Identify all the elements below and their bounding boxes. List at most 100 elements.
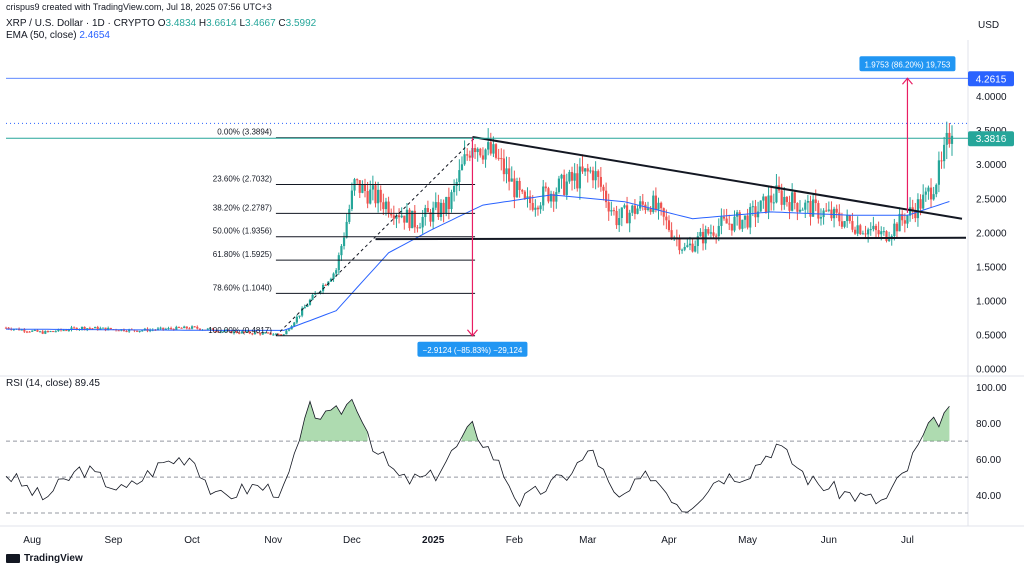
candle-body: [332, 273, 335, 279]
candle-body: [518, 180, 521, 191]
candle-body: [819, 217, 823, 219]
candle-body: [610, 210, 613, 212]
candle-body: [515, 180, 519, 198]
candle-body: [888, 239, 891, 241]
candle-body: [929, 187, 933, 200]
candle-body: [369, 189, 372, 204]
candle-body: [256, 332, 259, 334]
candle-body: [128, 329, 131, 332]
candle-body: [680, 249, 684, 251]
candle-body: [791, 192, 794, 211]
candle-body: [301, 308, 304, 316]
candle-body: [707, 229, 710, 234]
candle-body: [526, 196, 529, 199]
candle-body: [591, 170, 595, 181]
candle-body: [484, 149, 487, 160]
candle-body: [631, 205, 634, 213]
candle-body: [728, 223, 731, 225]
candle-body: [400, 215, 403, 218]
candle-body: [788, 202, 791, 211]
candle-body: [453, 186, 456, 193]
candle-body: [825, 210, 828, 212]
candle-body: [245, 331, 249, 333]
candle-body: [861, 233, 865, 235]
candle-body: [476, 148, 479, 153]
candle-body: [439, 202, 443, 218]
candle-body: [688, 243, 692, 246]
candle-body: [660, 202, 663, 209]
candle-body: [602, 186, 605, 191]
candle-body: [827, 209, 830, 211]
candle-body: [487, 142, 490, 150]
price-axis-tick: 1.5000: [976, 262, 1007, 273]
tradingview-logo[interactable]: TradingView: [6, 553, 83, 564]
candle-body: [377, 189, 380, 204]
candle-body: [639, 201, 642, 209]
candle-body: [898, 213, 901, 232]
candle-body: [817, 203, 820, 219]
candle-body: [911, 207, 914, 211]
candle-body: [434, 202, 437, 208]
candle-body: [266, 332, 270, 334]
candle-body: [411, 210, 414, 229]
candle-body: [793, 192, 796, 203]
candle-body: [379, 189, 382, 203]
candle-body: [531, 202, 534, 210]
candle-body: [670, 230, 673, 239]
time-axis-tick: Oct: [184, 535, 200, 546]
candle-body: [392, 215, 395, 219]
candle-body: [222, 331, 225, 333]
candle-body: [775, 185, 778, 203]
candle-body: [767, 195, 770, 213]
candle-body: [138, 330, 141, 332]
candle-body: [193, 326, 196, 328]
candle-body: [901, 213, 904, 221]
credit-line: crispus9 created with TradingView.com, J…: [6, 2, 272, 12]
candle-body: [387, 201, 390, 214]
candle-body: [70, 327, 73, 331]
candle-body: [243, 331, 246, 333]
candle-body: [348, 209, 351, 222]
tradingview-brand: TradingView: [24, 553, 83, 564]
candle-body: [581, 166, 584, 172]
candle-body: [809, 200, 812, 217]
candle-body: [539, 205, 542, 210]
fib-level-label: 78.60% (1.1040): [213, 283, 272, 292]
candle-body: [563, 174, 566, 195]
candle-body: [31, 330, 34, 332]
candle-body: [922, 194, 925, 209]
ema-value: 2.4654: [79, 30, 110, 41]
candle-body: [308, 299, 312, 305]
candle-body: [759, 200, 762, 212]
candle-body: [722, 216, 726, 219]
candle-body: [75, 327, 78, 330]
fib-level-label: 23.60% (2.7032): [213, 174, 272, 183]
candle-body: [497, 157, 500, 159]
candle-body: [869, 229, 872, 231]
candle-body: [44, 331, 47, 334]
candle-body: [274, 333, 278, 335]
candle-body: [843, 221, 846, 227]
time-axis-tick: May: [738, 535, 757, 546]
candle-body: [384, 201, 388, 210]
candle-body: [463, 154, 466, 165]
candle-body: [623, 205, 626, 208]
fib-level-label: 0.00% (3.3894): [217, 128, 272, 137]
candle-body: [505, 168, 508, 175]
candle-body: [932, 194, 935, 200]
candle-body: [295, 316, 298, 323]
candle-body: [458, 170, 461, 183]
price-axis-tick: 2.0000: [976, 228, 1007, 239]
candle-body: [801, 209, 804, 211]
candle-body: [342, 237, 346, 247]
rsi-last-value: 89.45: [74, 378, 100, 389]
candle-body: [54, 331, 57, 333]
candle-body: [908, 207, 912, 216]
candle-body: [578, 166, 581, 189]
candle-body: [180, 327, 183, 329]
candle-body: [851, 221, 854, 230]
candle-body: [798, 209, 802, 212]
candle-body: [552, 193, 555, 202]
candle-body: [238, 332, 241, 334]
